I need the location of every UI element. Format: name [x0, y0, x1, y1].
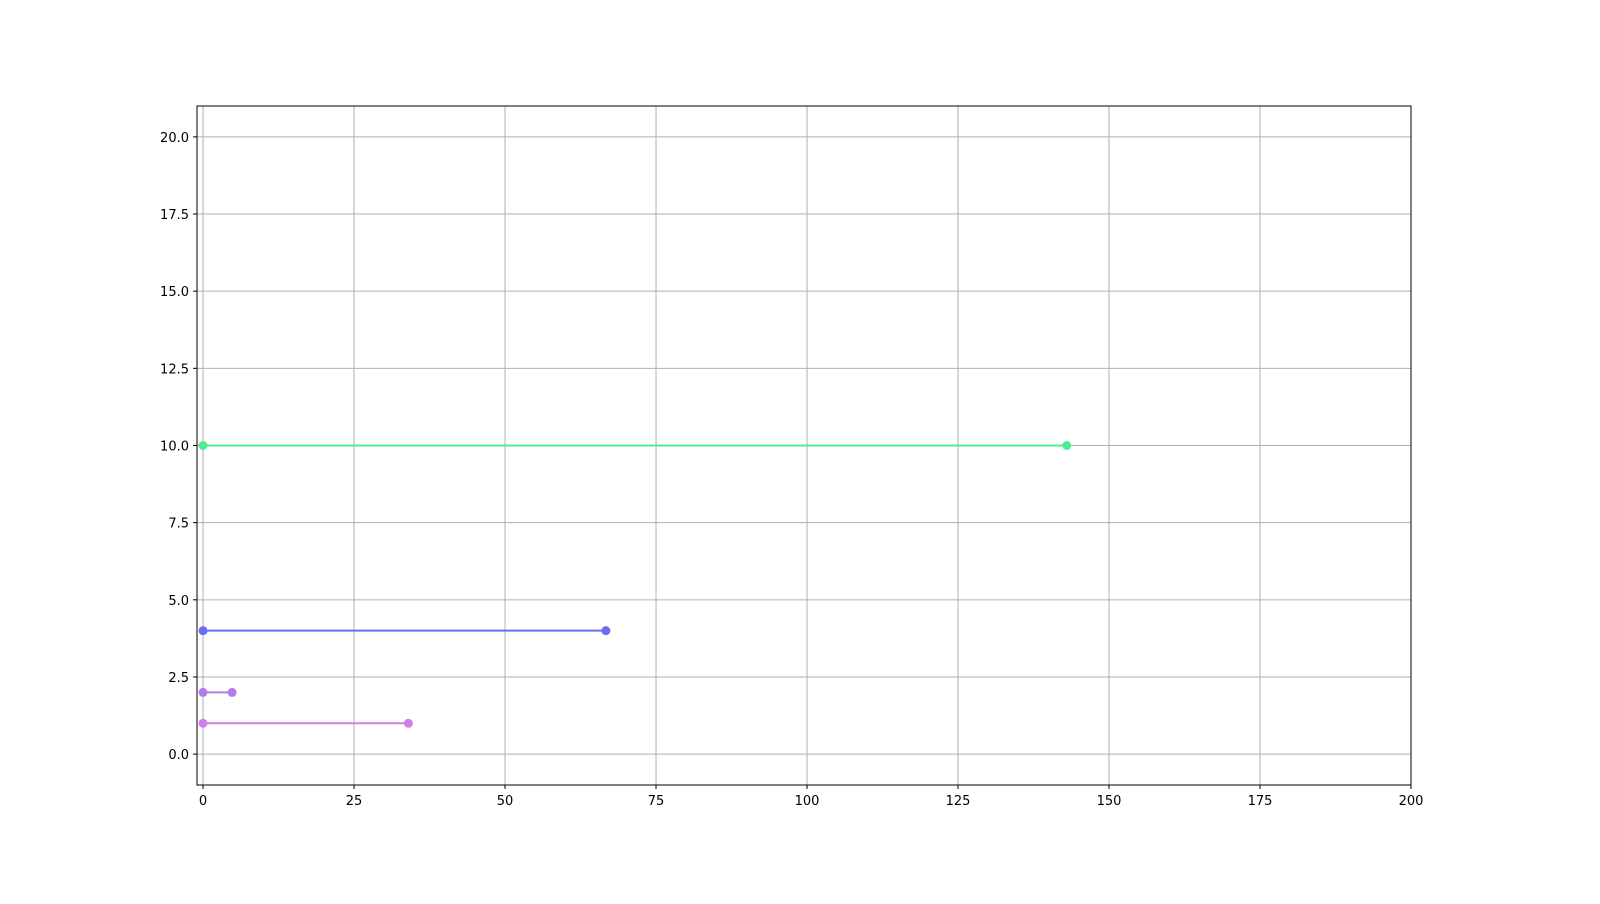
x-tick-label: 0 [199, 794, 207, 809]
y-tick-label: 12.5 [160, 362, 189, 377]
x-tick-label: 100 [795, 794, 820, 809]
series-2-point [198, 687, 208, 697]
series-layer [198, 441, 1072, 728]
x-tick-label: 175 [1248, 794, 1273, 809]
series-2-point [227, 687, 237, 697]
y-tick-label: 15.0 [160, 285, 189, 300]
series-3-point [403, 718, 413, 728]
y-tick-label: 2.5 [168, 671, 189, 686]
y-tick-label: 20.0 [160, 131, 189, 146]
x-tick-label: 25 [346, 794, 363, 809]
x-tick-label: 200 [1399, 794, 1424, 809]
y-tick-label: 0.0 [168, 748, 189, 763]
x-tick-label: 150 [1097, 794, 1122, 809]
y-tick-label: 7.5 [168, 517, 189, 532]
x-tick-label: 50 [497, 794, 514, 809]
x-tick-label: 125 [946, 794, 971, 809]
series-1-point [601, 626, 611, 636]
y-tick-label: 10.0 [160, 440, 189, 455]
series-3-point [198, 718, 208, 728]
series-0-point [1062, 441, 1072, 450]
y-tick-label: 5.0 [168, 594, 189, 609]
x-tick-label: 75 [648, 794, 665, 809]
series-0-point [198, 441, 208, 450]
ticks: 0 25 50 75 100 125 150 175 200 0.0 2.5 5.0 7.5 10.0 12… [160, 131, 1423, 809]
series-1-point [198, 626, 208, 636]
y-tick-label: 17.5 [160, 208, 189, 223]
